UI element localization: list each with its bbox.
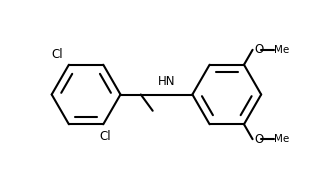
Text: Cl: Cl bbox=[52, 48, 63, 61]
Text: Me: Me bbox=[275, 134, 290, 144]
Text: O: O bbox=[254, 43, 264, 56]
Text: Cl: Cl bbox=[99, 130, 111, 143]
Text: Me: Me bbox=[275, 45, 290, 55]
Text: HN: HN bbox=[158, 75, 175, 88]
Text: O: O bbox=[254, 133, 264, 146]
